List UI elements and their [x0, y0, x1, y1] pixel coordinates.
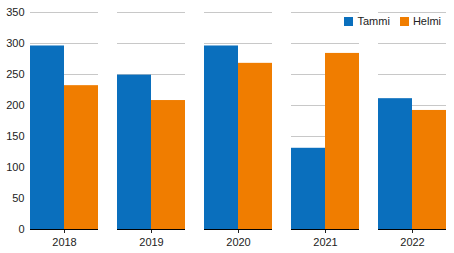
- svg-text:200: 200: [6, 99, 24, 111]
- svg-text:50: 50: [12, 192, 24, 204]
- svg-text:150: 150: [6, 130, 24, 142]
- svg-text:2020: 2020: [226, 236, 250, 248]
- html-text:Helmi: Helmi: [412, 15, 441, 27]
- svg-text:350: 350: [6, 6, 24, 18]
- svg-text:2022: 2022: [400, 236, 424, 248]
- svg-text:2021: 2021: [313, 236, 337, 248]
- html-text:Tammi: Tammi: [357, 15, 390, 27]
- svg-text:0: 0: [18, 223, 24, 235]
- svg-text:300: 300: [6, 37, 24, 49]
- svg-text:250: 250: [6, 68, 24, 80]
- svg-text:2019: 2019: [139, 236, 163, 248]
- svg-text:100: 100: [6, 161, 24, 173]
- svg-text:2018: 2018: [52, 236, 76, 248]
